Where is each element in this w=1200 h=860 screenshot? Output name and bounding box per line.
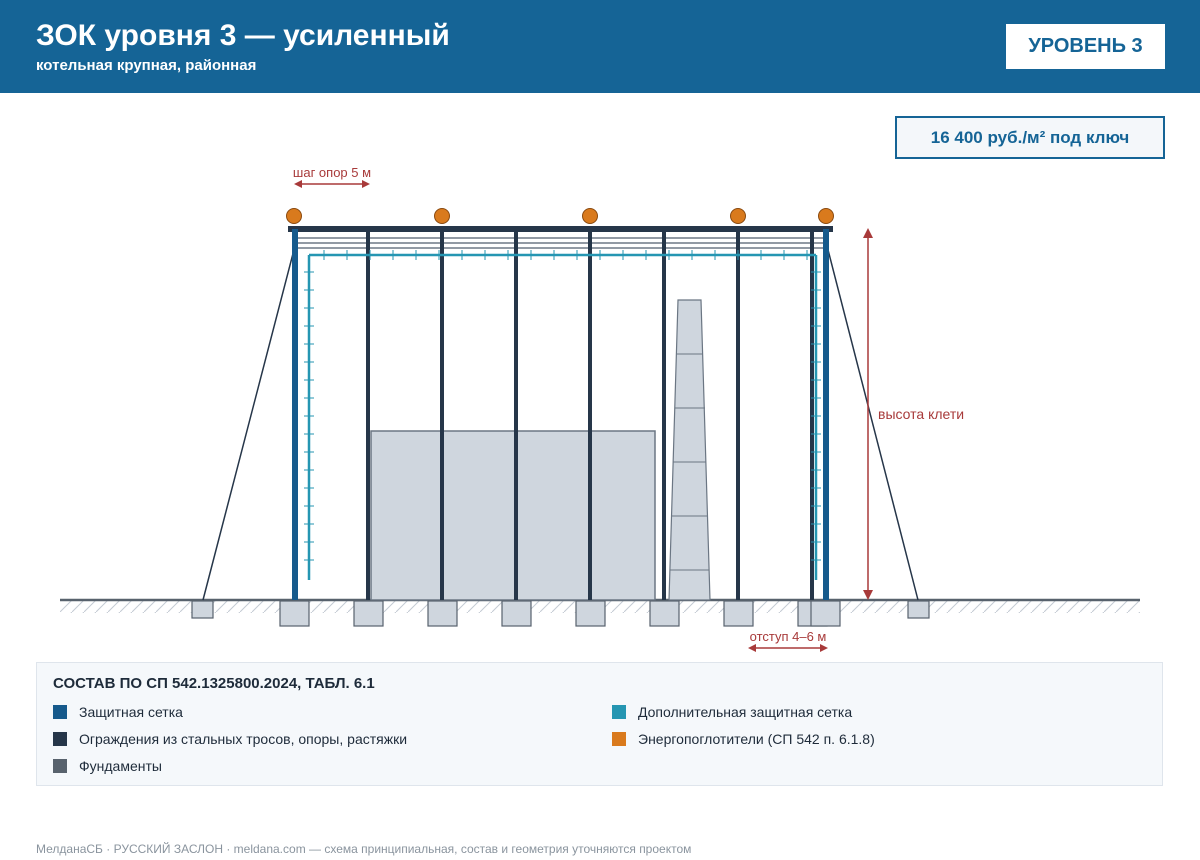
legend-label: Энергопоглотители (СП 542 п. 6.1.8): [638, 731, 875, 747]
legend-label: Фундаменты: [79, 758, 162, 774]
pitch-dimension: шаг опор 5 м: [293, 165, 371, 188]
legend-label: Дополнительная защитная сетка: [638, 704, 853, 720]
guy-line-right: [825, 241, 919, 601]
legend-swatch: [53, 759, 67, 773]
offset-label: отступ 4–6 м: [750, 629, 827, 644]
chimney: [668, 299, 711, 601]
protection-scheme-diagram: шаг опор 5 м высота клети отступ 4–6 м: [60, 165, 1140, 652]
protective-net: [288, 226, 833, 600]
legend-item-cables: Ограждения из стальных тросов, опоры, ра…: [53, 731, 407, 747]
height-label: высота клети: [878, 406, 964, 422]
guy-line-left: [202, 241, 297, 601]
footer-note: МелданаСБ · РУССКИЙ ЗАСЛОН · meldana.com…: [36, 842, 692, 856]
legend-item-additional-net: Дополнительная защитная сетка: [612, 704, 852, 720]
header-bar: ЗОК уровня 3 — усиленный котельная крупн…: [0, 0, 1200, 93]
price-box: 16 400 руб./м² под ключ: [895, 116, 1165, 159]
additional-protective-net: [304, 250, 821, 580]
energy-absorbers: [286, 208, 834, 224]
legend-swatch: [612, 732, 626, 746]
legend-item-foundations: Фундаменты: [53, 758, 162, 774]
boiler-building: [370, 430, 656, 601]
legend-swatch: [53, 732, 67, 746]
pitch-label: шаг опор 5 м: [293, 165, 371, 180]
level-badge: УРОВЕНЬ 3: [1006, 24, 1165, 69]
page-title: ЗОК уровня 3 — усиленный: [36, 19, 450, 52]
legend-swatch: [53, 705, 67, 719]
foundations: [191, 600, 930, 627]
legend-title: СОСТАВ ПО СП 542.1325800.2024, ТАБЛ. 6.1: [53, 675, 375, 692]
legend-panel: СОСТАВ ПО СП 542.1325800.2024, ТАБЛ. 6.1…: [36, 662, 1163, 786]
legend-item-energy-absorbers: Энергопоглотители (СП 542 п. 6.1.8): [612, 731, 875, 747]
legend-item-protective-net: Защитная сетка: [53, 704, 183, 720]
support-posts: [366, 229, 814, 600]
height-dimension: высота клети: [863, 228, 964, 600]
page-subtitle: котельная крупная, районная: [36, 57, 257, 74]
legend-label: Ограждения из стальных тросов, опоры, ра…: [79, 731, 408, 747]
legend-label: Защитная сетка: [79, 704, 183, 720]
legend-swatch: [612, 705, 626, 719]
offset-dimension: отступ 4–6 м: [748, 629, 828, 652]
